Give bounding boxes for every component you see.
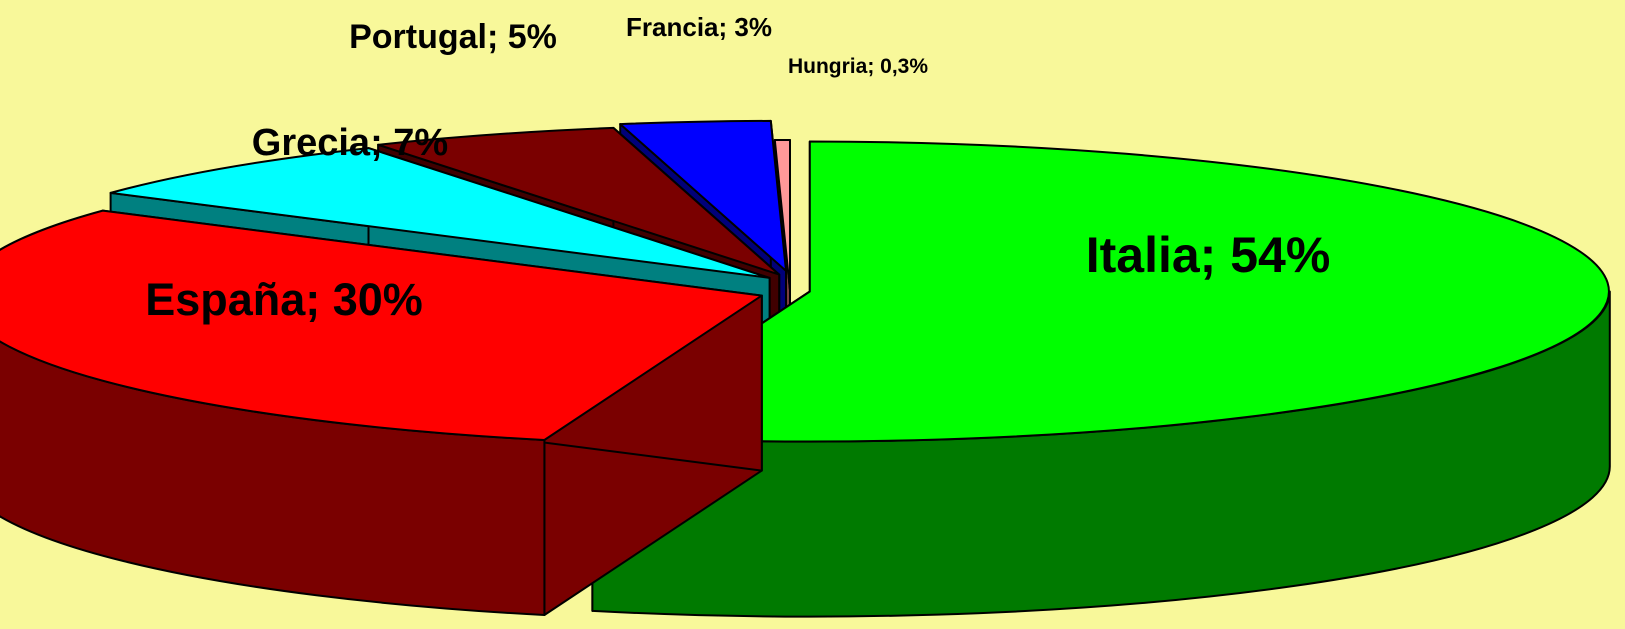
slice-top-espana <box>0 209 763 441</box>
slice-espana <box>0 209 763 616</box>
slice-label-espana: España; 30% <box>145 274 423 325</box>
slices-layer <box>0 119 1611 618</box>
slice-top-italia <box>591 140 1610 443</box>
slice-label-francia: Francia; 3% <box>626 12 772 42</box>
slice-top-francia <box>619 119 787 272</box>
slice-label-italia: Italia; 54% <box>1086 227 1331 283</box>
labels-layer: Italia; 54% España; 30% Grecia; 7% Portu… <box>145 12 1330 325</box>
slice-top-hungria <box>773 138 791 291</box>
slice-top-grecia <box>109 147 771 279</box>
slice-label-grecia: Grecia; 7% <box>252 122 448 164</box>
slice-label-hungria: Hungria; 0,3% <box>788 55 928 78</box>
slice-label-portugal: Portugal; 5% <box>349 18 557 56</box>
slice-top-portugal <box>377 126 781 276</box>
